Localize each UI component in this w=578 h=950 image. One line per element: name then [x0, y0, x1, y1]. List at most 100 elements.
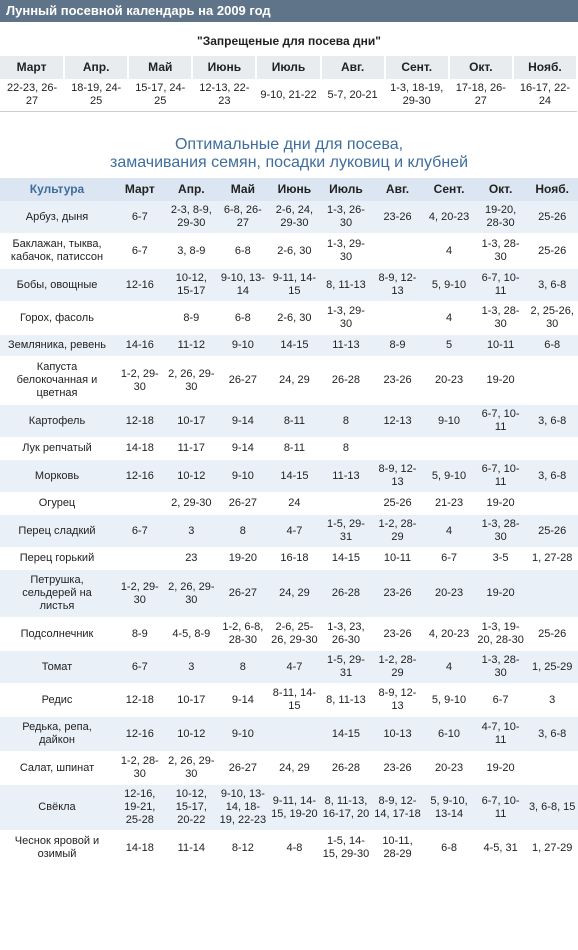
cell: 1-5, 14-15, 29-30 [320, 830, 372, 866]
cell: 9-10, 13-14 [217, 268, 269, 302]
cell: 1-5, 29-31 [320, 514, 372, 548]
crop-name: Чеснок яровой и озимый [0, 830, 114, 866]
cell: 3, 8-9 [165, 233, 218, 269]
crop-name: Капуста белокочанная и цветная [0, 356, 114, 405]
cell: 14-15 [320, 547, 372, 570]
cell: 6-7 [114, 201, 166, 234]
cell: 23-26 [371, 569, 424, 618]
cell: 10-17 [165, 404, 218, 438]
cell: 18-19, 24-25 [64, 79, 129, 112]
cell: 1-2, 29-30 [114, 569, 166, 618]
cell: 26-28 [320, 569, 372, 618]
cell: 12-18 [114, 683, 166, 717]
cell: 10-11 [474, 334, 527, 357]
cell: 4-8 [268, 830, 321, 866]
cell: 1-3, 28-30 [474, 650, 527, 684]
crop-name: Горох, фасоль [0, 301, 114, 335]
cell: 6-8 [217, 301, 269, 335]
column-header: Апр. [64, 56, 130, 79]
row: Земляника, ревень 14-16 11-12 9-10 14-15 11-1… [0, 334, 578, 357]
row: Редис 12-18 10-17 9-14 8-11, 14-15 8, 11-13 8-… [0, 683, 578, 717]
cell: 14-15 [268, 334, 321, 357]
cell: 8, 11-13 [320, 683, 372, 717]
cell: 9-10 [217, 334, 269, 357]
cell: 5 [423, 334, 475, 357]
cell [526, 751, 578, 785]
cell: 1, 27-29 [526, 830, 578, 866]
cell: 26-27 [217, 569, 269, 618]
cell: 4-5, 8-9 [165, 617, 218, 651]
cell: 2, 26, 29-30 [165, 356, 218, 405]
cell: 3-5 [474, 547, 527, 570]
cell: 8-11 [268, 404, 321, 438]
cell: 11-13 [320, 334, 372, 357]
cell: 1-2, 28-29 [371, 650, 424, 684]
forbidden-caption: "Запрещеные для посева дни" [197, 34, 381, 48]
cell: 8-12 [217, 830, 269, 866]
cell: 3, 6-8 [526, 404, 578, 438]
cell: 9-10, 13-14, 18-19, 22-23 [217, 784, 269, 831]
cell: 1-3, 28-30 [474, 514, 527, 548]
cell: 8-11 [268, 437, 321, 460]
crop-name: Морковь [0, 459, 114, 493]
cell: 26-27 [217, 492, 269, 515]
cell: 3, 6-8 [526, 716, 578, 752]
cell: 26-27 [217, 751, 269, 785]
cell [526, 437, 578, 460]
cell: 8-9 [371, 334, 424, 357]
cell: 4 [423, 650, 475, 684]
cell: 12-16 [114, 459, 166, 493]
cell: 2-6, 30 [268, 301, 321, 335]
cell [526, 492, 578, 515]
crop-name: Баклажан, тыква, кабачок, патиссон [0, 233, 114, 269]
cell: 3 [165, 514, 218, 548]
cell: 19-20 [474, 569, 527, 618]
cell: 14-16 [114, 334, 166, 357]
column-header: Окт. [474, 178, 527, 201]
cell: 8-9, 12-14, 17-18 [371, 784, 424, 831]
row: Томат 6-7 3 8 4-7 1-5, 29-31 1-2, 28-29 4 1-3, 2… [0, 650, 578, 684]
cell: 14-15 [320, 716, 372, 752]
cell: 8-9 [114, 617, 166, 651]
cell: 19-20 [474, 751, 527, 785]
cell: 3, 6-8, 15 [526, 784, 578, 831]
cell: 8 [320, 404, 372, 438]
cell: 19-20 [474, 492, 527, 515]
cell: 4 [423, 233, 475, 269]
column-header: Нояб. [526, 178, 578, 201]
column-header: Июнь [268, 178, 321, 201]
cell: 23-26 [371, 356, 424, 405]
cell: 15-17, 24-25 [128, 79, 193, 112]
cell: 2, 26, 29-30 [165, 751, 218, 785]
row: Капуста белокочанная и цветная 1-2, 29-30… [0, 356, 578, 405]
cell: 10-11, 28-29 [371, 830, 424, 866]
cell: 6-10 [423, 716, 475, 752]
row: Арбуз, дыня 6-7 2-3, 8-9, 29-30 6-8, 26-27 2… [0, 201, 578, 234]
cell: 3 [526, 683, 578, 717]
cell [526, 356, 578, 405]
cell: 9-10 [217, 459, 269, 493]
cell: 6-7, 10-11 [474, 459, 527, 493]
cell: 1, 27-28 [526, 547, 578, 570]
cell: 14-18 [114, 437, 166, 460]
column-header: Март [114, 178, 166, 201]
cell: 25-26 [526, 617, 578, 651]
cell: 8-9, 12-13 [371, 268, 424, 302]
cell: 10-12 [165, 459, 218, 493]
cell: 24 [268, 492, 321, 515]
row: Салат, шпинат 1-2, 28-30 2, 26, 29-30 26-27… [0, 751, 578, 785]
cell: 4-5, 31 [474, 830, 527, 866]
cell: 8-11, 14-15 [268, 683, 321, 717]
column-header: Нояб. [512, 56, 578, 79]
cell: 8, 11-13, 16-17, 20 [320, 784, 372, 831]
table-body: Арбуз, дыня 6-7 2-3, 8-9, 29-30 6-8, 26-27 2… [0, 201, 578, 866]
row: Чеснок яровой и озимый 14-18 11-14 8-12 4-8 1… [0, 830, 578, 866]
row: Баклажан, тыква, кабачок, патиссон 6-7 3, … [0, 233, 578, 269]
cell: 2-6, 24, 29-30 [268, 201, 321, 234]
cell: 20-23 [423, 356, 475, 405]
cell: 10-17 [165, 683, 218, 717]
cell: 3, 6-8 [526, 459, 578, 493]
cell: 23-26 [371, 617, 424, 651]
cell: 6-7 [474, 683, 527, 717]
